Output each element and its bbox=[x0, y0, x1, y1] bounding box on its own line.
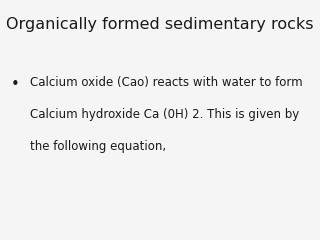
Text: Calcium oxide (Cao) reacts with water to form: Calcium oxide (Cao) reacts with water to… bbox=[30, 76, 303, 89]
Text: Organically formed sedimentary rocks: Organically formed sedimentary rocks bbox=[6, 17, 314, 32]
Text: Calcium hydroxide Ca (0H) 2. This is given by: Calcium hydroxide Ca (0H) 2. This is giv… bbox=[30, 108, 300, 121]
Text: the following equation,: the following equation, bbox=[30, 140, 166, 153]
Text: •: • bbox=[11, 77, 20, 92]
